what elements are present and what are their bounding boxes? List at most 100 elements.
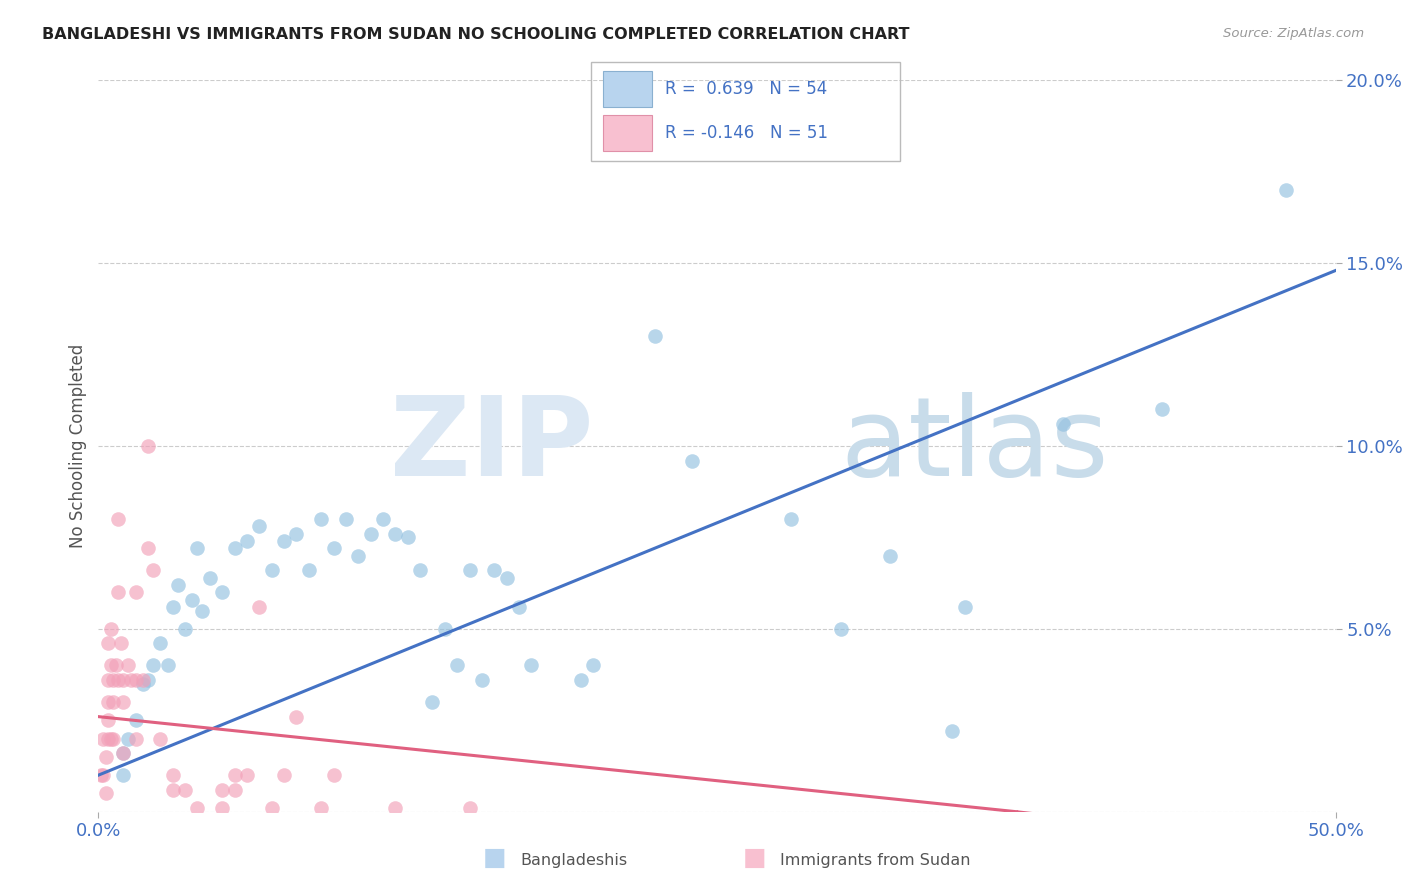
Point: [224, 782, 246, 797]
Point: [107, 673, 129, 687]
Point: [879, 549, 901, 563]
Text: atlas: atlas: [841, 392, 1109, 500]
Point: [384, 801, 406, 815]
Point: [224, 768, 246, 782]
Point: [149, 636, 172, 650]
Point: [458, 563, 481, 577]
Point: [446, 658, 468, 673]
Text: ■: ■: [742, 846, 766, 870]
Point: [273, 768, 295, 782]
Point: [422, 695, 444, 709]
Point: [136, 673, 159, 687]
Point: [941, 724, 963, 739]
Point: [273, 534, 295, 549]
Point: [396, 530, 419, 544]
Point: [409, 563, 432, 577]
Point: [347, 549, 370, 563]
Point: [174, 622, 197, 636]
Point: [142, 658, 165, 673]
Point: [112, 746, 135, 760]
Point: [211, 585, 233, 599]
Point: [132, 673, 155, 687]
Point: [186, 801, 208, 815]
Point: [211, 782, 233, 797]
Text: R = -0.146   N = 51: R = -0.146 N = 51: [665, 124, 828, 142]
Point: [224, 541, 246, 556]
Point: [93, 731, 115, 746]
Point: [120, 673, 142, 687]
Text: ■: ■: [482, 846, 506, 870]
Point: [112, 746, 135, 760]
Point: [484, 563, 506, 577]
Point: [149, 731, 172, 746]
Y-axis label: No Schooling Completed: No Schooling Completed: [69, 344, 87, 548]
Point: [142, 563, 165, 577]
Point: [309, 512, 332, 526]
Point: [309, 801, 332, 815]
Point: [110, 636, 132, 650]
Point: [186, 541, 208, 556]
Point: [100, 622, 122, 636]
Point: [298, 563, 321, 577]
Point: [136, 439, 159, 453]
Point: [117, 658, 139, 673]
Point: [90, 768, 112, 782]
Point: [103, 673, 125, 687]
Point: [1275, 183, 1298, 197]
Point: [97, 714, 120, 728]
Point: [107, 585, 129, 599]
Point: [100, 658, 122, 673]
Point: [107, 512, 129, 526]
Point: [97, 731, 120, 746]
Point: [156, 658, 179, 673]
Point: [100, 731, 122, 746]
Point: [174, 782, 197, 797]
Point: [371, 512, 394, 526]
Point: [124, 731, 146, 746]
Point: [260, 801, 283, 815]
Bar: [603, 71, 652, 107]
Point: [103, 731, 125, 746]
Point: [384, 526, 406, 541]
Point: [104, 658, 127, 673]
Point: [1152, 402, 1174, 417]
Point: [166, 578, 188, 592]
Point: [433, 622, 456, 636]
Point: [780, 512, 803, 526]
Point: [830, 622, 852, 636]
Point: [520, 658, 543, 673]
Point: [471, 673, 494, 687]
Point: [285, 526, 308, 541]
Point: [97, 695, 120, 709]
Bar: [603, 115, 652, 151]
Point: [360, 526, 382, 541]
Point: [136, 541, 159, 556]
Point: [93, 768, 115, 782]
Point: [1052, 417, 1074, 431]
Point: [162, 782, 184, 797]
Point: [97, 636, 120, 650]
Point: [181, 592, 204, 607]
Text: Immigrants from Sudan: Immigrants from Sudan: [780, 853, 970, 868]
Point: [117, 731, 139, 746]
Text: Source: ZipAtlas.com: Source: ZipAtlas.com: [1223, 27, 1364, 40]
Point: [103, 695, 125, 709]
Text: Bangladeshis: Bangladeshis: [520, 853, 627, 868]
Point: [112, 768, 135, 782]
Point: [236, 768, 259, 782]
Point: [260, 563, 283, 577]
Point: [322, 768, 344, 782]
Point: [162, 768, 184, 782]
Point: [569, 673, 592, 687]
Point: [94, 749, 117, 764]
Point: [458, 801, 481, 815]
Text: R =  0.639   N = 54: R = 0.639 N = 54: [665, 80, 827, 98]
Point: [94, 787, 117, 801]
Point: [335, 512, 357, 526]
Text: ZIP: ZIP: [389, 392, 593, 500]
Point: [953, 599, 976, 614]
Point: [236, 534, 259, 549]
Point: [582, 658, 605, 673]
Point: [211, 801, 233, 815]
Point: [322, 541, 344, 556]
